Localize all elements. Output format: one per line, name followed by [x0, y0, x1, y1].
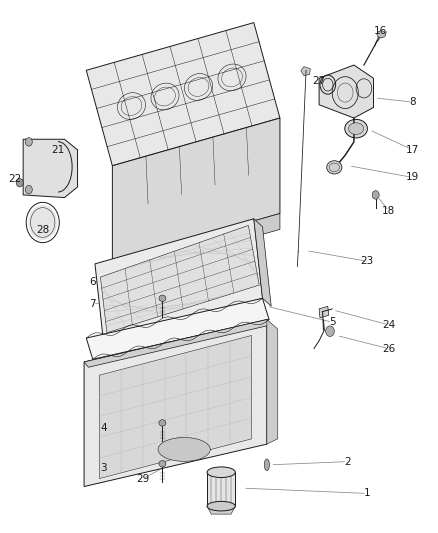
Circle shape: [16, 179, 23, 187]
Polygon shape: [113, 214, 280, 277]
Text: 21: 21: [51, 145, 64, 155]
Ellipse shape: [159, 461, 166, 467]
Text: 8: 8: [410, 97, 416, 107]
Text: 7: 7: [89, 298, 96, 309]
Text: 28: 28: [36, 225, 49, 236]
Circle shape: [321, 77, 334, 93]
Text: 19: 19: [406, 172, 419, 182]
Text: 17: 17: [406, 145, 419, 155]
Polygon shape: [86, 22, 280, 166]
Ellipse shape: [159, 295, 166, 302]
Text: 18: 18: [382, 206, 396, 216]
Polygon shape: [95, 219, 262, 343]
Circle shape: [25, 138, 32, 146]
Polygon shape: [99, 335, 252, 479]
Polygon shape: [86, 298, 269, 359]
Polygon shape: [254, 219, 271, 306]
Ellipse shape: [207, 467, 235, 478]
Polygon shape: [319, 306, 328, 318]
Text: 23: 23: [360, 256, 374, 266]
Text: 22: 22: [8, 174, 21, 184]
Text: 2: 2: [344, 457, 351, 466]
Text: 5: 5: [329, 317, 336, 327]
Ellipse shape: [327, 161, 342, 174]
Text: 1: 1: [364, 488, 370, 498]
Text: 6: 6: [89, 277, 96, 287]
Polygon shape: [319, 65, 374, 118]
Polygon shape: [84, 319, 267, 487]
Polygon shape: [113, 118, 280, 261]
Polygon shape: [207, 506, 235, 514]
Text: 29: 29: [136, 474, 149, 483]
Text: 27: 27: [312, 76, 326, 86]
Ellipse shape: [264, 459, 269, 471]
Polygon shape: [207, 472, 235, 506]
Text: 26: 26: [382, 344, 396, 354]
Circle shape: [28, 205, 57, 240]
Text: 24: 24: [382, 320, 396, 330]
Ellipse shape: [349, 123, 364, 134]
Polygon shape: [23, 139, 78, 198]
Polygon shape: [84, 319, 271, 367]
Text: 16: 16: [374, 26, 387, 36]
Ellipse shape: [159, 419, 166, 426]
Ellipse shape: [377, 31, 386, 38]
Circle shape: [25, 185, 32, 194]
Ellipse shape: [372, 191, 379, 199]
Ellipse shape: [207, 502, 235, 511]
Polygon shape: [100, 225, 259, 333]
Text: 3: 3: [100, 463, 107, 473]
Polygon shape: [267, 319, 278, 444]
Polygon shape: [301, 67, 311, 76]
Text: 4: 4: [100, 423, 107, 433]
Circle shape: [325, 326, 334, 336]
Ellipse shape: [158, 438, 210, 462]
Ellipse shape: [345, 119, 367, 138]
